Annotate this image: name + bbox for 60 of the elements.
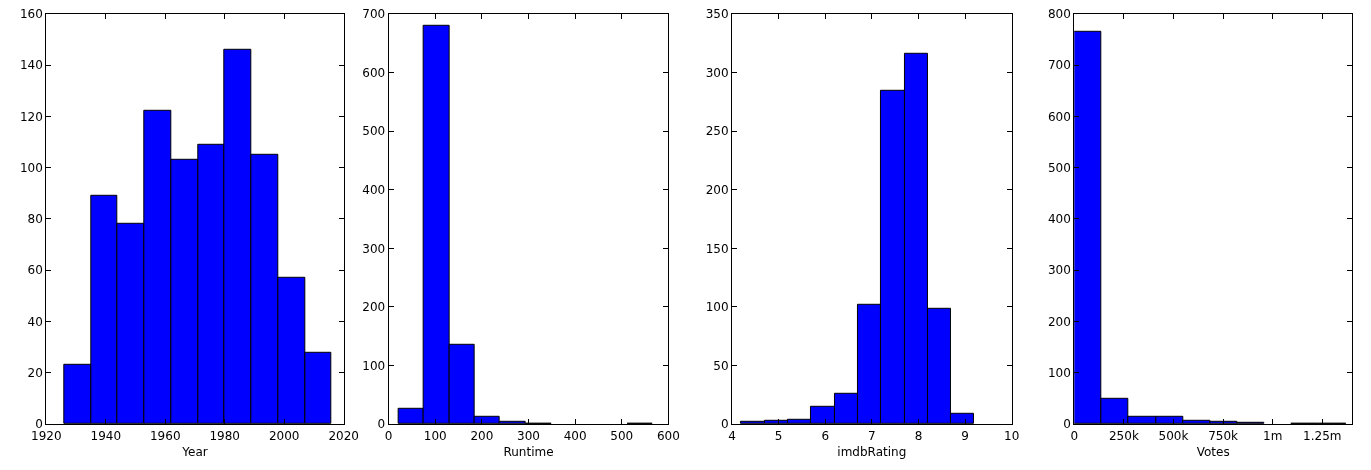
y-tick-label: 600	[362, 65, 386, 80]
y-tick-label: 0	[1063, 417, 1071, 432]
y-tick-label: 140	[19, 58, 43, 73]
y-tick-label: 500	[362, 124, 386, 139]
x-tick-label: 1980	[209, 428, 240, 443]
y-tick-label: 100	[362, 358, 386, 373]
y-tick-label: 250	[705, 124, 729, 139]
y-tick-label: 800	[1048, 6, 1071, 21]
x-tick-label: 1960	[149, 428, 181, 443]
y-tick-label: 200	[1048, 314, 1071, 329]
x-axis-title: Runtime	[503, 445, 554, 460]
x-axis-title: Year	[181, 445, 208, 460]
x-tick-label: 2020	[328, 428, 359, 443]
y-tick-label: 0	[377, 417, 386, 432]
x-tick-label: 9	[961, 428, 969, 443]
x-tick-label: 2000	[268, 428, 300, 443]
y-tick-label: 120	[19, 109, 43, 124]
y-tick-label: 400	[362, 182, 386, 197]
x-tick-label: 600	[656, 428, 680, 443]
y-tick-label: 200	[362, 300, 386, 315]
y-tick-label: 100	[1048, 366, 1071, 381]
x-tick-label: 300	[517, 428, 540, 443]
x-tick-label: 7	[868, 428, 876, 443]
x-tick-label: 1.25m	[1303, 428, 1342, 443]
x-tick-label: 8	[914, 428, 923, 443]
x-tick-label: 1m	[1263, 428, 1283, 443]
y-tick-label: 20	[27, 366, 43, 381]
y-tick-label: 350	[705, 6, 729, 21]
y-tick-label: 600	[1048, 109, 1071, 124]
y-tick-label: 40	[27, 314, 43, 329]
y-tick-label: 200	[705, 182, 729, 197]
y-tick-label: 150	[705, 241, 729, 256]
y-tick-label: 300	[362, 241, 386, 256]
x-tick-label: 500k	[1158, 428, 1189, 443]
x-tick-label: 5	[774, 428, 783, 443]
x-tick-label: 250k	[1108, 428, 1139, 443]
y-tick-label: 700	[1048, 58, 1071, 73]
y-tick-label: 300	[705, 65, 729, 80]
x-tick-label: 6	[821, 428, 830, 443]
x-axis-title: imdbRating	[837, 445, 907, 460]
x-tick-label: 100	[423, 428, 447, 443]
y-tick-label: 100	[705, 300, 729, 315]
x-axis-title: Votes	[1196, 445, 1230, 460]
y-tick-label: 80	[27, 212, 43, 227]
x-tick-label: 500	[610, 428, 634, 443]
y-tick-label: 700	[362, 6, 386, 21]
y-tick-label: 400	[1048, 212, 1071, 227]
x-tick-label: 750k	[1208, 428, 1239, 443]
x-tick-label: 1940	[90, 428, 122, 443]
y-tick-label: 60	[27, 263, 43, 278]
y-tick-label: 300	[1048, 263, 1071, 278]
x-tick-label: 200	[470, 428, 494, 443]
y-tick-label: 50	[713, 358, 729, 373]
x-tick-label: 10	[1004, 428, 1020, 443]
x-tick-label: 4	[728, 428, 736, 443]
y-tick-label: 0	[720, 417, 729, 432]
y-tick-label: 500	[1048, 160, 1071, 175]
x-tick-label: 400	[563, 428, 587, 443]
y-tick-label: 100	[19, 160, 43, 175]
y-tick-label: 160	[19, 6, 43, 21]
